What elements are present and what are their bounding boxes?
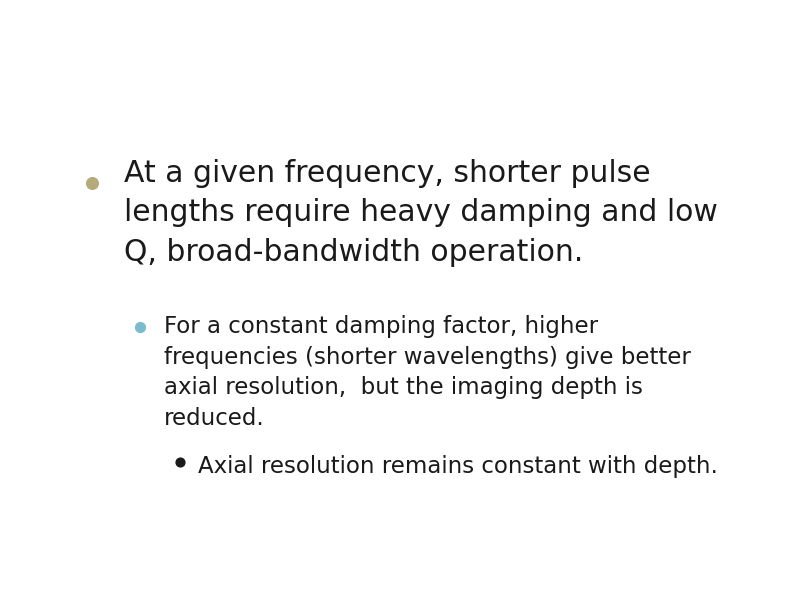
Text: At a given frequency, shorter pulse
lengths require heavy damping and low
Q, bro: At a given frequency, shorter pulse leng… — [124, 159, 718, 266]
Text: Axial resolution remains constant with depth.: Axial resolution remains constant with d… — [198, 455, 718, 478]
Point — [174, 457, 186, 467]
Text: For a constant damping factor, higher
frequencies (shorter wavelengths) give bet: For a constant damping factor, higher fr… — [164, 315, 691, 430]
Point — [86, 178, 98, 188]
Point — [134, 322, 146, 332]
